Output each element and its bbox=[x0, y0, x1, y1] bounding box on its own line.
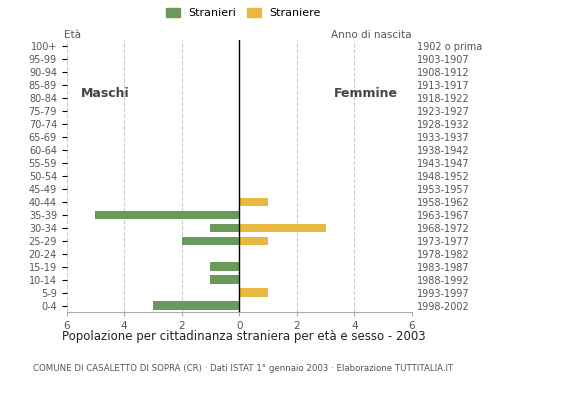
Bar bbox=[239, 198, 268, 206]
Bar bbox=[239, 236, 268, 245]
Text: Maschi: Maschi bbox=[81, 87, 130, 100]
Bar bbox=[153, 301, 239, 310]
Bar bbox=[96, 211, 239, 219]
Bar bbox=[239, 224, 325, 232]
Text: Popolazione per cittadinanza straniera per età e sesso - 2003: Popolazione per cittadinanza straniera p… bbox=[62, 330, 425, 343]
Text: Femmine: Femmine bbox=[334, 87, 397, 100]
Bar bbox=[182, 236, 239, 245]
Bar bbox=[239, 288, 268, 297]
Legend: Stranieri, Straniere: Stranieri, Straniere bbox=[164, 6, 323, 20]
Text: COMUNE DI CASALETTO DI SOPRA (CR) · Dati ISTAT 1° gennaio 2003 · Elaborazione TU: COMUNE DI CASALETTO DI SOPRA (CR) · Dati… bbox=[34, 364, 454, 373]
Bar bbox=[211, 224, 239, 232]
Text: Anno di nascita: Anno di nascita bbox=[331, 30, 412, 40]
Bar bbox=[211, 262, 239, 271]
Bar bbox=[211, 276, 239, 284]
Text: Età: Età bbox=[64, 30, 81, 40]
